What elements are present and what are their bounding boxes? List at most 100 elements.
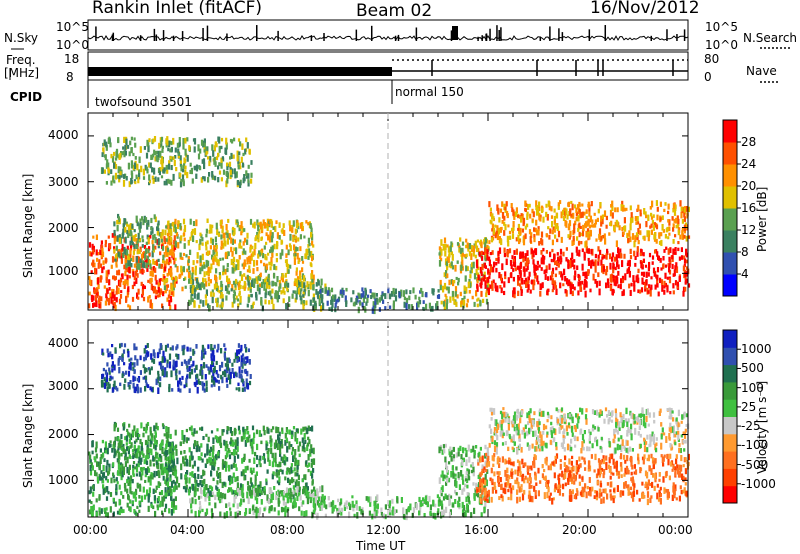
- power-cell: [561, 273, 564, 281]
- power-cell: [280, 276, 283, 281]
- power-cell: [672, 227, 675, 232]
- power-cell: [535, 219, 538, 226]
- velocity-cell: [225, 503, 228, 509]
- power-cell: [121, 273, 124, 280]
- power-cell: [212, 258, 215, 265]
- xlabel: Time UT: [356, 539, 406, 553]
- velocity-cell: [328, 502, 331, 508]
- velocity-cell: [246, 491, 249, 499]
- velocity-cell: [122, 423, 125, 427]
- velocity-cell: [209, 490, 212, 497]
- power-cell: [111, 158, 115, 163]
- velocity-cell: [157, 484, 161, 489]
- power-cell: [131, 223, 134, 229]
- power-cell: [492, 228, 496, 235]
- power-cell: [664, 272, 667, 279]
- velocity-cell: [104, 511, 108, 517]
- power-cell: [525, 268, 528, 272]
- velocity-cell: [173, 486, 176, 493]
- power-cell: [656, 283, 659, 288]
- power-cell: [92, 235, 95, 239]
- velocity-cell: [134, 355, 137, 361]
- velocity-cell: [466, 468, 469, 473]
- velocity-cell: [193, 473, 197, 479]
- power-cell: [136, 163, 139, 171]
- power-cell: [609, 253, 612, 260]
- velocity-cell: [245, 346, 248, 353]
- power-cell: [152, 234, 155, 240]
- velocity-cell: [464, 447, 467, 451]
- velocity-cell: [295, 479, 298, 487]
- velocity-cell: [153, 435, 156, 442]
- power-cell: [267, 273, 270, 279]
- power-cell: [122, 228, 125, 235]
- power-cell: [288, 296, 291, 302]
- power-cell: [301, 256, 304, 261]
- velocity-cell: [244, 360, 248, 365]
- velocity-cell: [244, 356, 247, 360]
- velocity-cell: [100, 476, 103, 481]
- power-cell: [667, 248, 670, 255]
- power-cell: [127, 162, 130, 170]
- velocity-cell: [300, 510, 303, 516]
- power-cell: [640, 287, 644, 293]
- power-cell: [623, 217, 626, 224]
- power-cell: [238, 280, 241, 284]
- power-cell: [470, 268, 473, 274]
- power-cell: [557, 204, 560, 210]
- velocity-cell: [280, 456, 283, 461]
- velocity-cell: [418, 510, 421, 516]
- velocity-cell: [201, 426, 204, 431]
- power-cell: [256, 277, 259, 285]
- power-cell: [632, 275, 635, 283]
- velocity-cell: [228, 449, 231, 454]
- power-cell: [520, 218, 523, 223]
- power-cell: [442, 285, 445, 293]
- power-cell: [489, 207, 492, 212]
- power-cell: [147, 296, 150, 303]
- velocity-cell: [116, 449, 119, 454]
- velocity-cell: [210, 486, 214, 492]
- power-cell: [294, 278, 297, 284]
- power-cell: [655, 275, 659, 279]
- power-cell: [101, 267, 104, 274]
- power-cell: [239, 165, 242, 170]
- velocity-cell: [292, 505, 295, 509]
- power-cell: [203, 176, 206, 182]
- power-cell: [683, 212, 686, 218]
- power-cell: [226, 162, 229, 167]
- power-cell: [599, 202, 602, 207]
- power-cell: [218, 162, 221, 167]
- power-cell: [247, 164, 250, 169]
- velocity-cell: [236, 488, 240, 493]
- power-cell: [148, 162, 151, 168]
- velocity-cell: [229, 487, 233, 492]
- power-cell: [236, 150, 239, 158]
- power-cell: [472, 245, 476, 253]
- power-cell: [215, 276, 218, 283]
- velocity-cell: [170, 509, 173, 516]
- power-cell: [191, 178, 194, 184]
- velocity-cell: [216, 470, 219, 477]
- power-cell: [531, 208, 534, 214]
- velocity-cell: [208, 452, 212, 457]
- power-cell: [675, 217, 678, 224]
- power-cell: [465, 286, 468, 294]
- power-cell: [536, 260, 539, 265]
- velocity-cell: [132, 455, 135, 460]
- power-cell: [235, 247, 238, 255]
- power-cell: [163, 275, 166, 282]
- power-cell: [523, 235, 526, 241]
- velocity-cell: [240, 498, 243, 505]
- velocity-cell: [211, 465, 214, 471]
- power-cell: [528, 271, 531, 277]
- velocity-cell: [226, 383, 229, 388]
- velocity-cb-tick-label: 25: [741, 399, 757, 414]
- velocity-cell: [298, 453, 301, 458]
- power-cell: [143, 146, 146, 150]
- power-cell: [285, 303, 288, 310]
- power-cell: [668, 278, 672, 284]
- power-cell: [504, 206, 507, 211]
- velocity-cell: [205, 380, 208, 387]
- velocity-cell: [255, 506, 258, 511]
